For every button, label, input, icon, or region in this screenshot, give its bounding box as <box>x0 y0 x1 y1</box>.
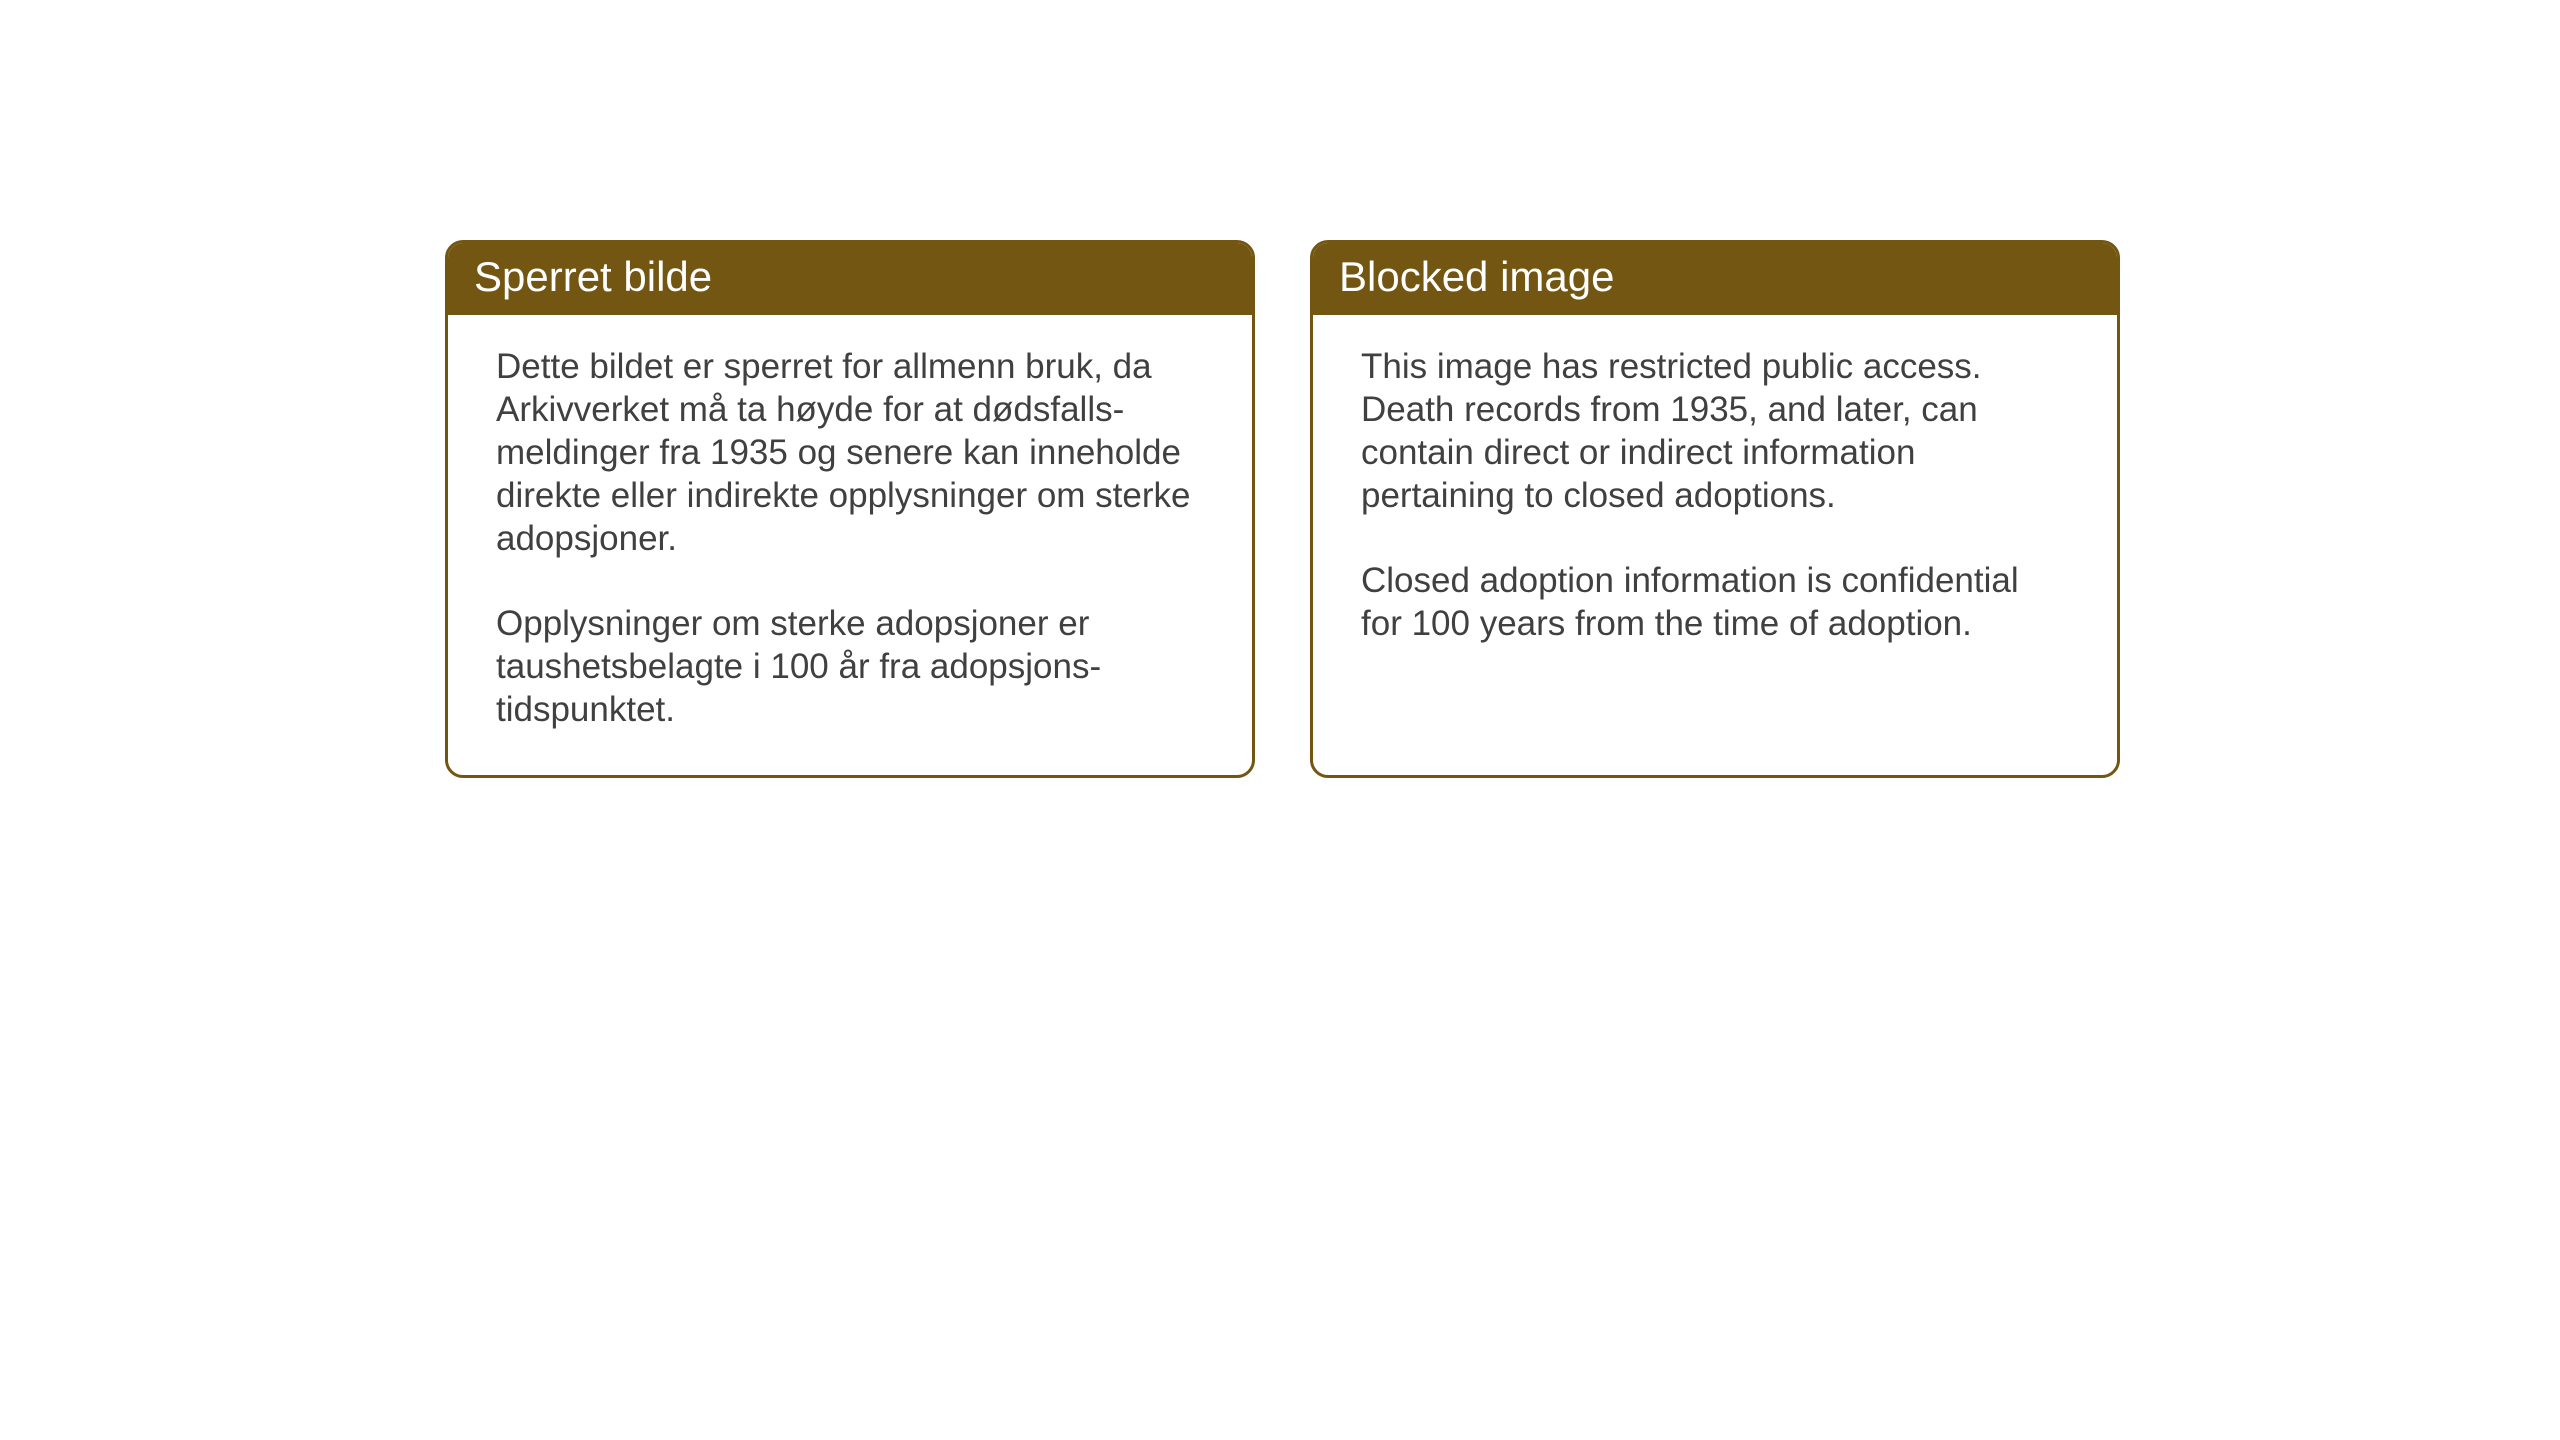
card-header-norwegian: Sperret bilde <box>448 243 1252 315</box>
card-body-english: This image has restricted public access.… <box>1313 315 2117 689</box>
card-body-norwegian: Dette bildet er sperret for allmenn bruk… <box>448 315 1252 775</box>
card-header-english: Blocked image <box>1313 243 2117 315</box>
card-title-norwegian: Sperret bilde <box>474 253 712 300</box>
card-norwegian: Sperret bilde Dette bildet er sperret fo… <box>445 240 1255 778</box>
cards-container: Sperret bilde Dette bildet er sperret fo… <box>445 240 2120 778</box>
card-paragraph: This image has restricted public access.… <box>1361 345 2069 517</box>
card-english: Blocked image This image has restricted … <box>1310 240 2120 778</box>
card-title-english: Blocked image <box>1339 253 1614 300</box>
card-paragraph: Dette bildet er sperret for allmenn bruk… <box>496 345 1204 560</box>
card-paragraph: Opplysninger om sterke adopsjoner er tau… <box>496 602 1204 731</box>
card-paragraph: Closed adoption information is confident… <box>1361 559 2069 645</box>
